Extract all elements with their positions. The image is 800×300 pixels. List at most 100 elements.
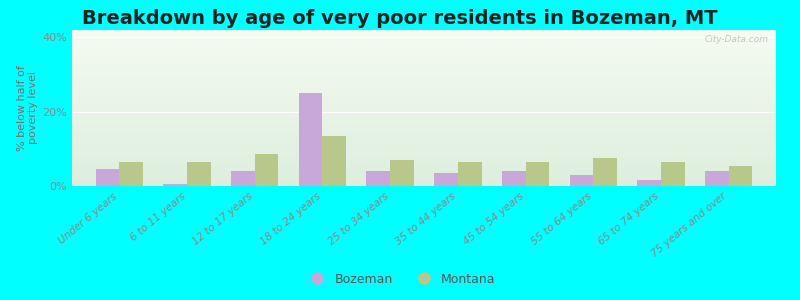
Bar: [72, 38, 776, 39]
Bar: [72, 164, 776, 166]
Bar: [72, 173, 776, 175]
Bar: [72, 172, 776, 173]
Bar: [705, 171, 729, 186]
Bar: [72, 88, 776, 89]
Bar: [72, 50, 776, 52]
Bar: [72, 156, 776, 158]
Bar: [434, 173, 458, 186]
Bar: [119, 162, 143, 186]
Y-axis label: % below half of
poverty level: % below half of poverty level: [17, 65, 38, 151]
Bar: [72, 103, 776, 105]
Bar: [72, 133, 776, 134]
Bar: [72, 33, 776, 35]
Bar: [72, 46, 776, 47]
Bar: [72, 52, 776, 53]
Bar: [231, 171, 254, 186]
Bar: [72, 175, 776, 177]
Bar: [72, 74, 776, 75]
Bar: [72, 77, 776, 78]
Bar: [72, 128, 776, 130]
Bar: [72, 70, 776, 72]
Bar: [72, 142, 776, 144]
Bar: [72, 161, 776, 163]
Legend: Bozeman, Montana: Bozeman, Montana: [299, 268, 501, 291]
Bar: [72, 69, 776, 70]
Bar: [72, 160, 776, 161]
Bar: [72, 158, 776, 160]
Bar: [72, 85, 776, 86]
Bar: [72, 86, 776, 88]
Bar: [72, 177, 776, 178]
Bar: [72, 64, 776, 66]
Bar: [72, 181, 776, 183]
Bar: [72, 169, 776, 170]
Bar: [72, 32, 776, 33]
Bar: [72, 136, 776, 138]
Bar: [72, 134, 776, 136]
Bar: [72, 152, 776, 153]
Bar: [72, 111, 776, 113]
Bar: [502, 171, 526, 186]
Bar: [96, 169, 119, 186]
Bar: [72, 49, 776, 50]
Bar: [72, 180, 776, 181]
Bar: [72, 155, 776, 156]
Bar: [72, 113, 776, 114]
Bar: [72, 141, 776, 142]
Bar: [72, 92, 776, 94]
Bar: [72, 43, 776, 44]
Bar: [72, 106, 776, 108]
Bar: [72, 121, 776, 122]
Bar: [72, 36, 776, 38]
Bar: [72, 125, 776, 127]
Bar: [72, 130, 776, 131]
Bar: [72, 184, 776, 186]
Bar: [72, 170, 776, 172]
Bar: [322, 136, 346, 186]
Bar: [72, 30, 776, 31]
Bar: [72, 178, 776, 180]
Bar: [72, 97, 776, 99]
Bar: [390, 160, 414, 186]
Bar: [72, 82, 776, 83]
Bar: [72, 163, 776, 164]
Bar: [570, 175, 594, 186]
Bar: [72, 114, 776, 116]
Bar: [298, 93, 322, 186]
Bar: [72, 63, 776, 64]
Bar: [72, 66, 776, 68]
Bar: [72, 147, 776, 148]
Bar: [72, 35, 776, 36]
Bar: [72, 102, 776, 103]
Bar: [72, 56, 776, 58]
Bar: [72, 108, 776, 110]
Bar: [72, 68, 776, 69]
Bar: [72, 53, 776, 55]
Bar: [72, 119, 776, 121]
Bar: [594, 158, 617, 186]
Bar: [638, 180, 661, 186]
Bar: [72, 153, 776, 155]
Bar: [72, 58, 776, 60]
Bar: [72, 146, 776, 147]
Bar: [72, 100, 776, 102]
Bar: [72, 91, 776, 92]
Bar: [661, 162, 685, 186]
Bar: [72, 44, 776, 46]
Bar: [72, 60, 776, 61]
Bar: [72, 138, 776, 139]
Bar: [72, 61, 776, 63]
Bar: [72, 110, 776, 111]
Bar: [72, 131, 776, 133]
Bar: [72, 99, 776, 100]
Bar: [72, 144, 776, 146]
Bar: [72, 41, 776, 43]
Text: City-Data.com: City-Data.com: [705, 35, 769, 44]
Bar: [72, 47, 776, 49]
Bar: [72, 55, 776, 56]
Bar: [72, 122, 776, 124]
Bar: [163, 184, 187, 186]
Bar: [366, 171, 390, 186]
Bar: [72, 117, 776, 119]
Bar: [72, 89, 776, 91]
